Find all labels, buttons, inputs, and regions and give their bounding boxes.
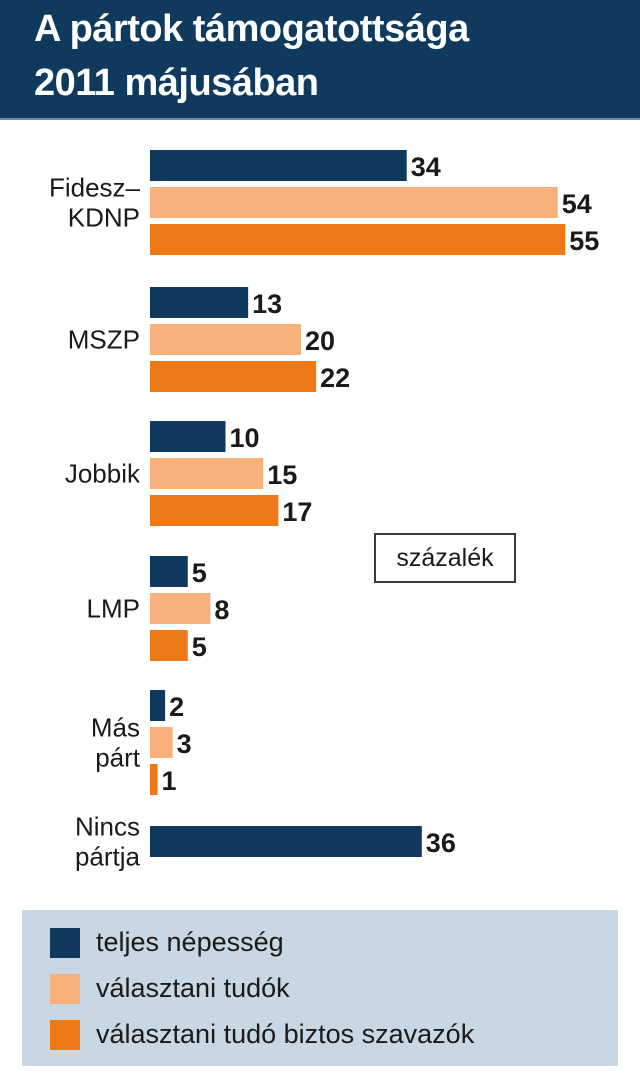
legend-swatch-teljes-nepesseg xyxy=(50,928,80,958)
category-label-jobbik-line-1: Jobbik xyxy=(65,459,141,489)
category-label-m-sp-rt-line-1: Más xyxy=(91,713,140,743)
value-label-m-sp-rt-series-3: 1 xyxy=(162,766,177,796)
category-label-nincsp-rtja-line-1: Nincs xyxy=(75,812,140,842)
value-label-fidesz-kdnp-series-2: 54 xyxy=(562,189,592,219)
bar-lmp-series-1 xyxy=(150,556,188,587)
category-label-fidesz-kdnp-line-1: Fidesz– xyxy=(49,173,141,203)
category-label-nincsp-rtja-line-2: pártja xyxy=(75,842,141,872)
bar-mszp-series-3 xyxy=(150,361,317,392)
unit-label-box: százalék xyxy=(374,533,516,583)
chart-title-line-2: 2011 májusában xyxy=(34,62,319,104)
bar-fidesz-kdnp-series-1 xyxy=(150,150,407,181)
value-label-mszp-series-1: 13 xyxy=(252,289,282,319)
chart-header: A pártok támogatottsága 2011 májusában xyxy=(0,0,640,118)
legend-label-valasztani-tudok: választani tudók xyxy=(96,973,290,1003)
value-label-mszp-series-3: 22 xyxy=(320,363,350,393)
category-label-mszp-line-1: MSZP xyxy=(68,325,140,355)
value-label-fidesz-kdnp-series-3: 55 xyxy=(569,226,599,256)
unit-label: százalék xyxy=(396,543,494,572)
category-label-lmp-line-1: LMP xyxy=(87,594,140,624)
bar-m-sp-rt-series-1 xyxy=(150,690,166,721)
value-label-lmp-series-3: 5 xyxy=(192,632,207,662)
legend-swatch-biztos-szavazok xyxy=(50,1020,80,1050)
legend-label-teljes-nepesseg: teljes népesség xyxy=(96,927,284,957)
bar-jobbik-series-2 xyxy=(150,458,264,489)
bar-fidesz-kdnp-series-2 xyxy=(150,187,558,218)
bar-mszp-series-1 xyxy=(150,287,249,318)
value-label-lmp-series-2: 8 xyxy=(214,595,229,625)
chart-title-line-1: A pártok támogatottsága xyxy=(34,8,469,50)
legend-swatch-valasztani-tudok xyxy=(50,974,80,1004)
bar-lmp-series-2 xyxy=(150,593,211,624)
bar-nincsp-rtja-series-1 xyxy=(150,826,422,857)
bar-fidesz-kdnp-series-3 xyxy=(150,224,566,255)
value-label-mszp-series-2: 20 xyxy=(305,326,335,356)
header-divider xyxy=(0,118,640,120)
category-label-fidesz-kdnp-line-2: KDNP xyxy=(68,203,140,233)
bar-jobbik-series-1 xyxy=(150,421,226,452)
bar-jobbik-series-3 xyxy=(150,495,279,526)
bar-mszp-series-2 xyxy=(150,324,301,355)
bar-lmp-series-3 xyxy=(150,630,188,661)
value-label-jobbik-series-1: 10 xyxy=(230,423,260,453)
value-label-jobbik-series-3: 17 xyxy=(282,497,312,527)
bar-m-sp-rt-series-2 xyxy=(150,727,173,758)
value-label-m-sp-rt-series-2: 3 xyxy=(177,729,192,759)
bar-m-sp-rt-series-3 xyxy=(150,764,158,795)
value-label-jobbik-series-2: 15 xyxy=(267,460,297,490)
value-label-nincsp-rtja-series-1: 36 xyxy=(426,828,456,858)
bar-chart: Fidesz–KDNP345455MSZP132022Jobbik101517L… xyxy=(49,150,599,872)
value-label-m-sp-rt-series-1: 2 xyxy=(169,692,184,722)
value-label-lmp-series-1: 5 xyxy=(192,558,207,588)
value-label-fidesz-kdnp-series-1: 34 xyxy=(411,152,441,182)
legend: teljes népesség választani tudók választ… xyxy=(22,910,618,1066)
category-label-m-sp-rt-line-2: párt xyxy=(95,743,141,773)
legend-label-biztos-szavazok: választani tudó biztos szavazók xyxy=(96,1019,475,1049)
